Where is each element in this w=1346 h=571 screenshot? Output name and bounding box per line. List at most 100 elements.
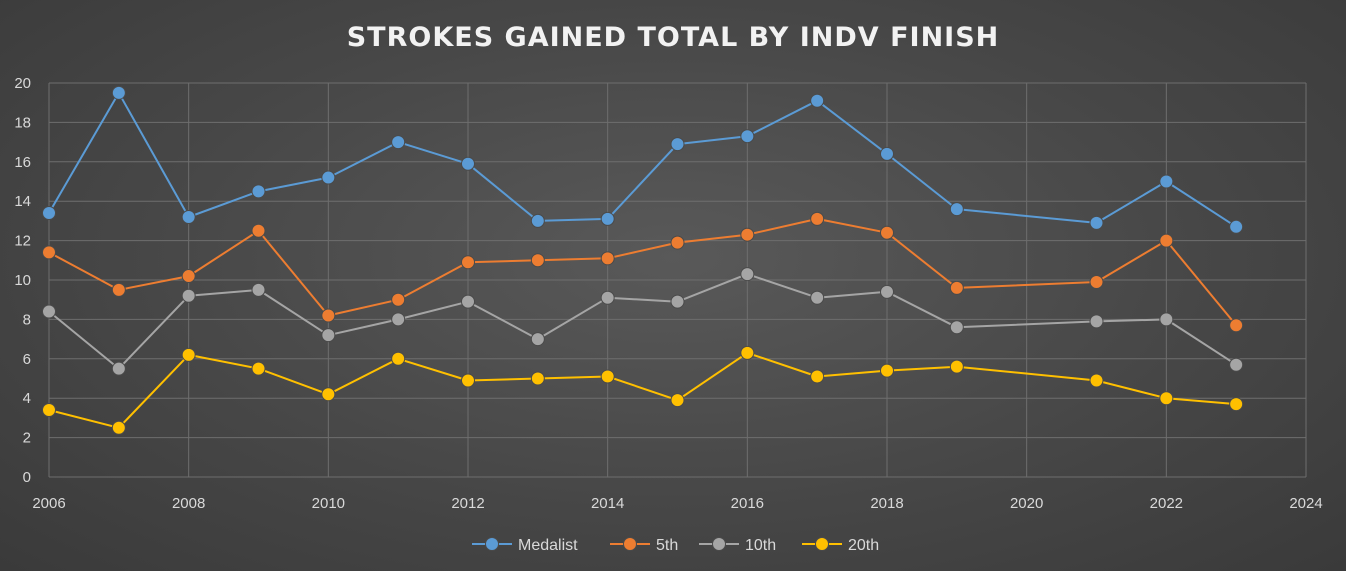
legend-label: Medalist: [518, 537, 578, 554]
data-point-20th: [251, 361, 266, 376]
data-point-medalist: [740, 129, 755, 144]
data-point-10th: [949, 320, 964, 335]
x-tick-label: 2010: [312, 495, 345, 512]
x-tick-label: 2024: [1289, 495, 1322, 512]
data-point-5th: [1229, 318, 1244, 333]
data-point-5th: [740, 227, 755, 242]
series-line-10th: [48, 273, 1237, 370]
data-point-5th: [600, 251, 615, 266]
data-point-20th: [810, 369, 825, 384]
data-point-medalist: [1229, 219, 1244, 234]
data-point-medalist: [111, 85, 126, 100]
data-point-20th: [181, 347, 196, 362]
data-point-medalist: [810, 93, 825, 108]
y-tick-label: 20: [14, 75, 31, 92]
chart-title: STROKES GAINED TOTAL BY INDV FINISH: [347, 22, 1000, 53]
y-tick-label: 16: [14, 154, 31, 171]
data-point-medalist: [880, 146, 894, 161]
data-point-5th: [810, 211, 825, 226]
y-tick-label: 18: [14, 114, 31, 131]
data-point-10th: [1089, 314, 1104, 329]
data-point-10th: [810, 290, 825, 305]
data-point-10th: [251, 282, 266, 297]
y-tick-label: 8: [23, 311, 31, 328]
data-point-10th: [1159, 312, 1174, 327]
data-point-medalist: [42, 206, 56, 221]
legend-item-medalist: Medalist: [472, 537, 578, 554]
x-tick-label: 2006: [32, 495, 65, 512]
data-point-5th: [111, 282, 126, 297]
legend-item-5th: 5th: [610, 537, 678, 554]
data-point-20th: [740, 345, 755, 360]
y-axis-ticks: 0 2 4 6 8 10 12 14 16 18 20: [14, 75, 31, 486]
series-line-5th: [48, 217, 1237, 326]
legend-swatch-marker: [485, 537, 499, 551]
data-point-20th: [670, 393, 685, 408]
data-point-5th: [391, 292, 406, 307]
data-point-5th: [42, 245, 56, 260]
data-point-20th: [391, 351, 406, 366]
data-point-20th: [321, 387, 336, 402]
data-point-medalist: [949, 202, 964, 217]
legend-item-20th: 20th: [802, 537, 879, 554]
data-point-5th: [949, 280, 964, 295]
data-point-medalist: [461, 156, 475, 171]
data-point-5th: [181, 269, 196, 284]
data-point-20th: [949, 359, 964, 374]
series-10th: [42, 267, 1244, 376]
data-point-20th: [42, 403, 56, 418]
y-tick-label: 0: [23, 469, 31, 486]
data-point-medalist: [1089, 215, 1104, 230]
x-tick-label: 2012: [451, 495, 484, 512]
data-point-medalist: [670, 137, 685, 152]
x-tick-label: 2022: [1150, 495, 1183, 512]
data-point-20th: [1159, 391, 1174, 406]
data-point-5th: [880, 225, 894, 240]
x-tick-label: 2008: [172, 495, 205, 512]
series-medalist: [42, 85, 1244, 234]
data-point-10th: [111, 361, 126, 376]
series: [42, 85, 1244, 435]
data-point-medalist: [600, 211, 615, 226]
data-point-5th: [1089, 274, 1104, 289]
data-point-medalist: [181, 209, 196, 224]
data-point-20th: [111, 420, 126, 435]
legend-label: 5th: [656, 537, 678, 554]
x-tick-label: 2018: [870, 495, 903, 512]
data-point-medalist: [251, 184, 266, 199]
data-point-20th: [461, 373, 475, 388]
y-tick-label: 2: [23, 430, 31, 447]
data-point-5th: [1159, 233, 1174, 248]
legend-swatch-marker: [712, 537, 726, 551]
data-point-5th: [251, 223, 266, 238]
data-point-10th: [391, 312, 406, 327]
y-tick-label: 12: [14, 233, 31, 250]
data-point-10th: [530, 332, 545, 347]
data-point-10th: [880, 284, 894, 299]
data-point-5th: [321, 308, 336, 323]
data-point-10th: [321, 328, 336, 343]
data-point-20th: [530, 371, 545, 386]
series-line-medalist: [48, 91, 1237, 228]
x-axis-ticks: 2006 2008 2010 2012 2014 2016 2018 2020 2022 2024: [32, 495, 1322, 512]
x-tick-label: 2020: [1010, 495, 1043, 512]
data-point-10th: [461, 294, 475, 309]
series-5th: [42, 211, 1244, 333]
y-tick-label: 4: [23, 390, 31, 407]
legend-swatch-marker: [623, 537, 637, 551]
data-point-10th: [181, 288, 196, 303]
data-point-20th: [1229, 397, 1244, 412]
legend-label: 20th: [848, 537, 879, 554]
data-point-5th: [670, 235, 685, 250]
data-point-20th: [880, 363, 894, 378]
data-point-10th: [670, 294, 685, 309]
series-line-20th: [48, 351, 1237, 429]
data-point-10th: [600, 290, 615, 305]
data-point-20th: [600, 369, 615, 384]
data-point-medalist: [530, 213, 545, 228]
legend-label: 10th: [745, 537, 776, 554]
y-tick-label: 10: [14, 272, 31, 289]
y-tick-label: 6: [23, 351, 31, 368]
